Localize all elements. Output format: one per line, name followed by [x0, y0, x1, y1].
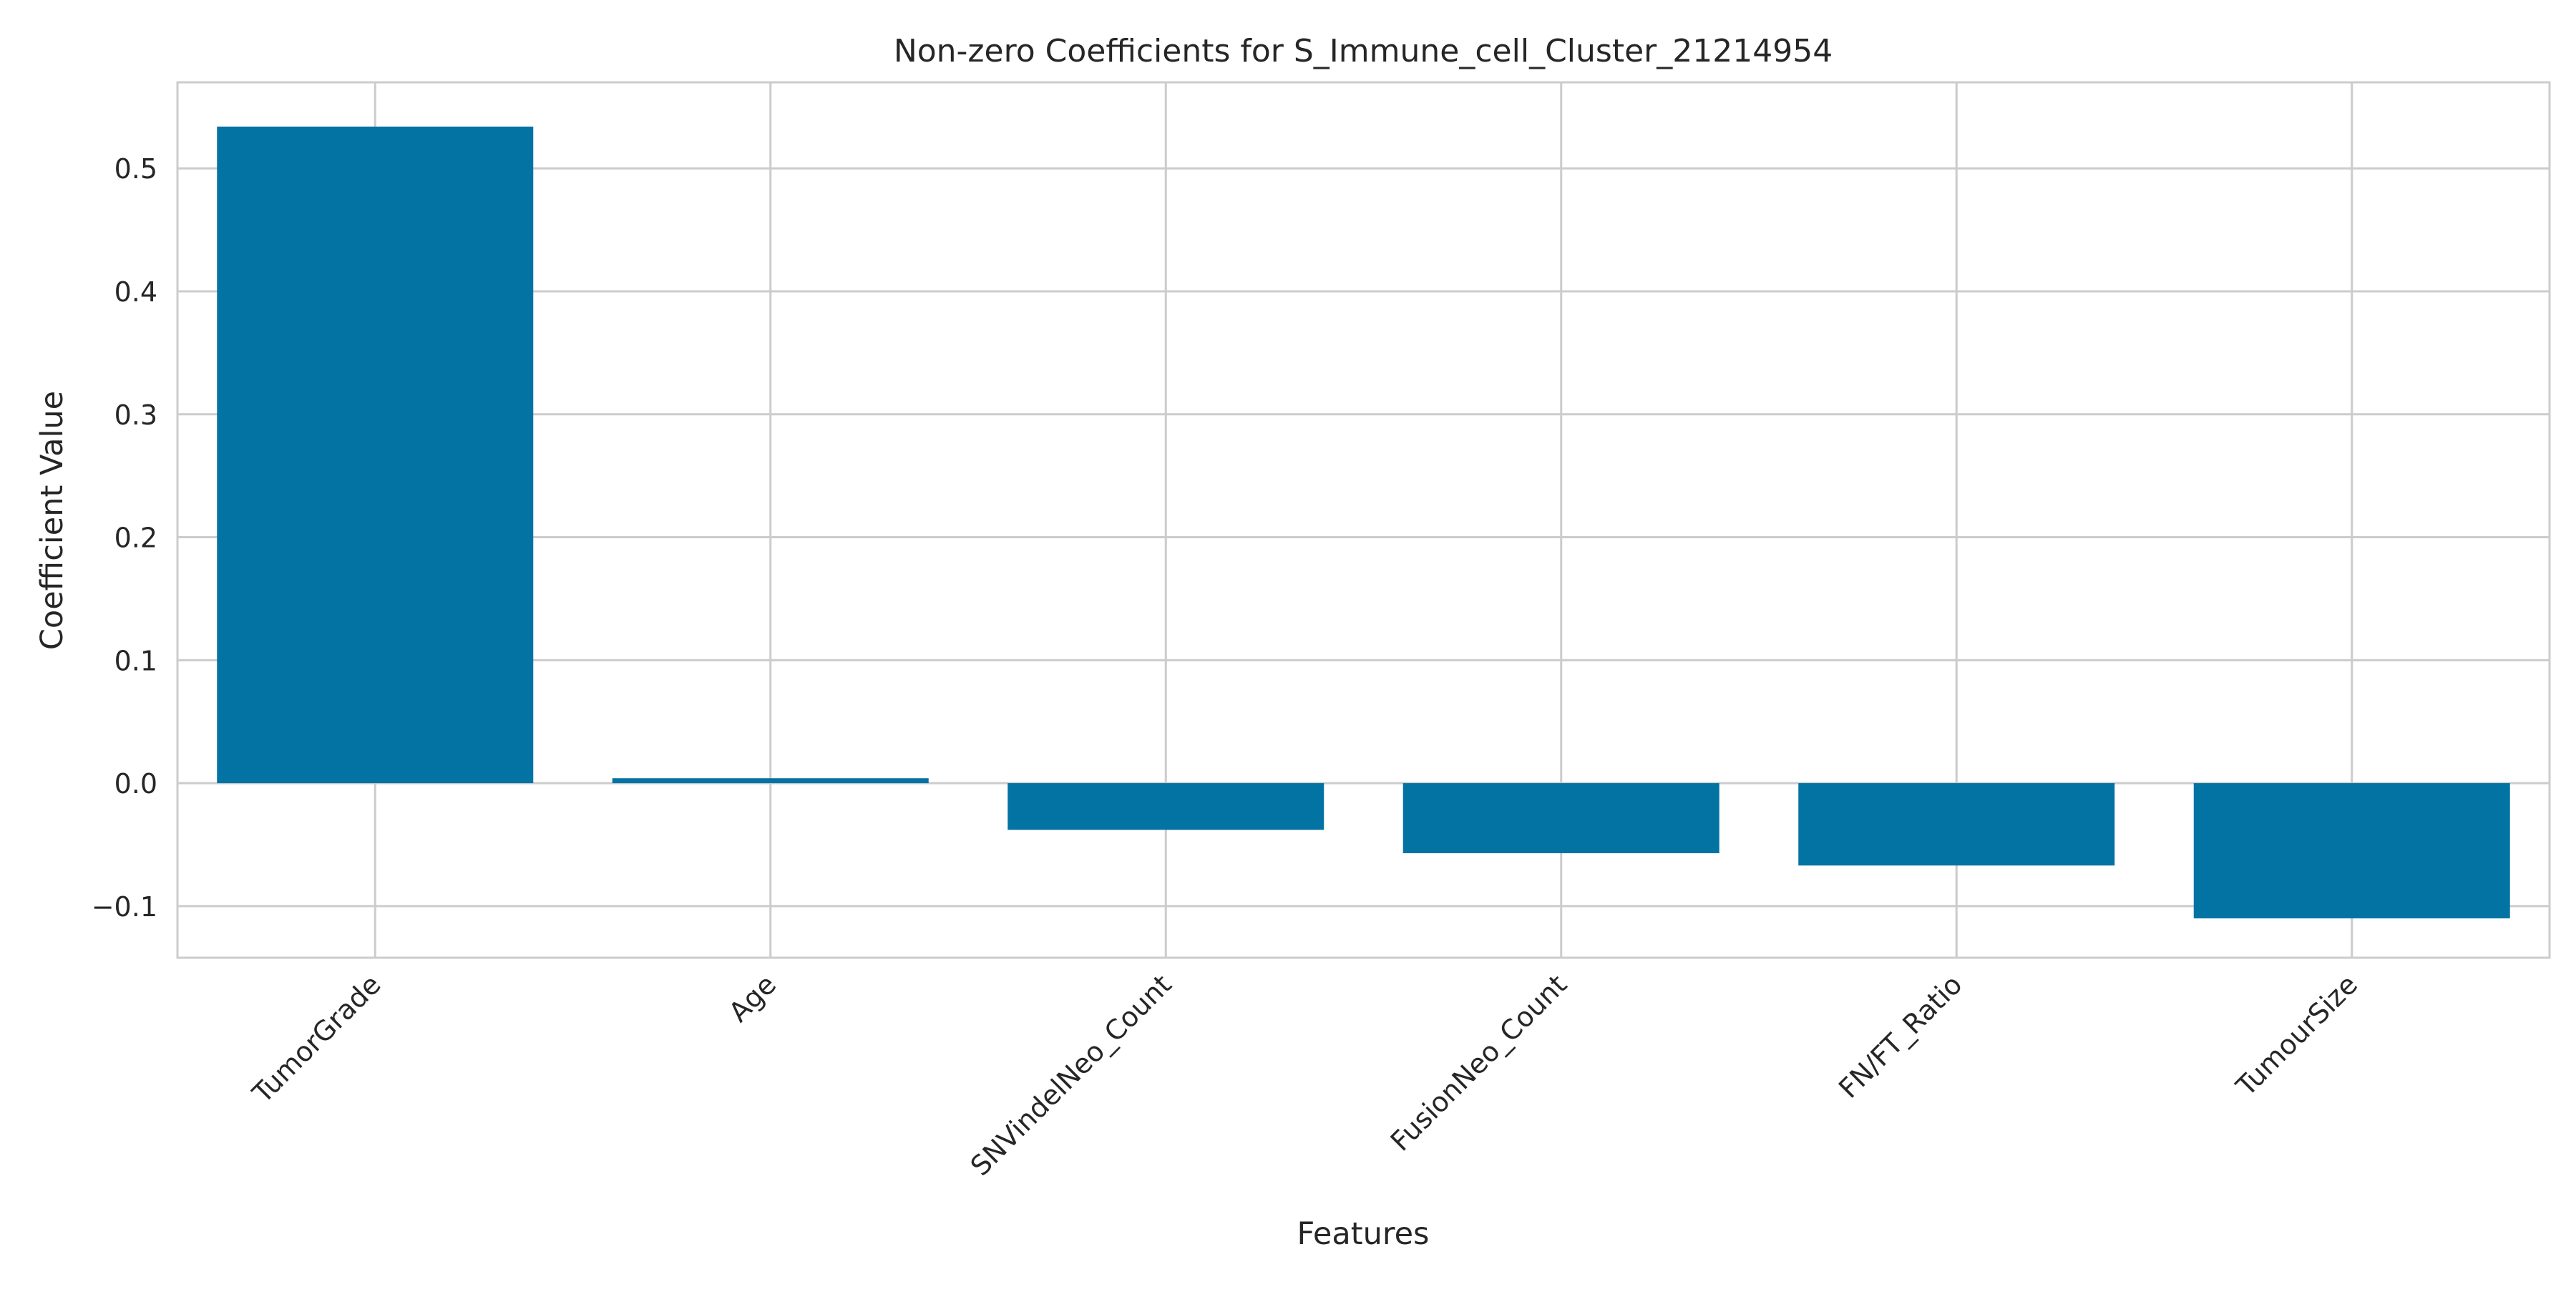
y-tick-labels: −0.1 0.0 0.1 0.2 0.3 0.4 0.5	[92, 153, 157, 923]
bar	[1008, 783, 1324, 830]
y-axis-label: Coefficient Value	[34, 391, 70, 650]
bar	[217, 126, 534, 784]
bar	[612, 778, 929, 784]
y-tick-label: 0.1	[114, 645, 157, 676]
bars	[217, 126, 2510, 919]
y-tick-label: 0.2	[114, 523, 157, 554]
x-axis-label: Features	[1297, 1216, 1430, 1252]
chart-title: Non-zero Coefficients for S_Immune_cell_…	[894, 33, 1833, 69]
y-tick-label: 0.0	[114, 768, 157, 800]
bar	[1798, 783, 2115, 866]
y-tick-label: 0.5	[114, 153, 157, 185]
bar	[1402, 783, 1719, 853]
y-tick-label: 0.3	[114, 399, 157, 431]
y-tick-label: 0.4	[114, 276, 157, 308]
bar	[2193, 783, 2510, 919]
y-tick-label: −0.1	[92, 891, 157, 923]
plot-frame	[176, 81, 2551, 959]
